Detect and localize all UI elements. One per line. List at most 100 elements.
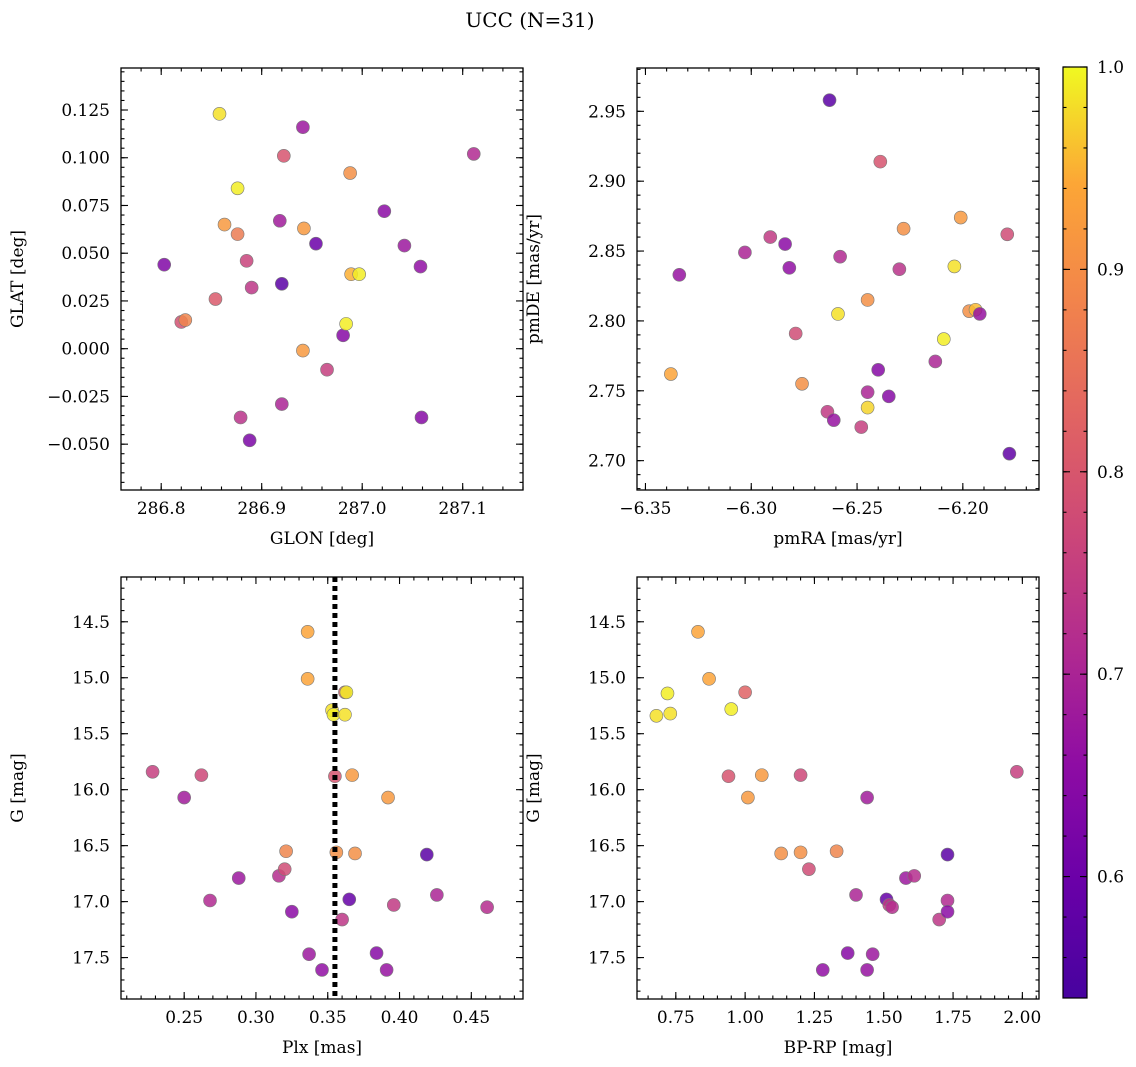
data-point [279, 844, 293, 859]
x-tick-label: 0.75 [657, 1008, 695, 1028]
y-tick-label: 17.5 [72, 949, 110, 969]
data-point [892, 262, 907, 277]
data-point [430, 888, 444, 902]
x-axis-label: BP-RP [mag] [784, 1038, 893, 1058]
y-tick-label: 14.5 [588, 613, 626, 633]
figure-title: UCC (N=31) [465, 8, 594, 32]
x-tick-label: 1.50 [865, 1008, 903, 1028]
data-point [702, 672, 716, 686]
data-point [178, 313, 193, 327]
plot-frame [120, 67, 524, 491]
data-point [480, 900, 494, 915]
data-point [285, 904, 299, 919]
data-point [244, 280, 259, 295]
data-point [721, 769, 736, 784]
x-tick-label: 287.1 [438, 499, 487, 519]
data-point [338, 707, 352, 722]
data-point [296, 343, 310, 358]
data-point [339, 317, 353, 331]
data-point [663, 706, 678, 721]
x-tick-label: 2.00 [1003, 1008, 1041, 1028]
data-point [297, 221, 311, 236]
data-point [233, 410, 248, 425]
data-point [738, 245, 752, 260]
data-point [420, 847, 434, 862]
plot-frame [636, 67, 1040, 491]
data-point [212, 107, 227, 121]
y-tick-label: 17.0 [588, 893, 626, 913]
x-tick-label: 1.25 [796, 1008, 834, 1028]
y-axis-label: G [mag] [8, 753, 28, 822]
y-tick-label: 16.5 [72, 837, 110, 857]
data-point [315, 963, 329, 977]
data-point [217, 217, 232, 232]
data-point [272, 213, 287, 228]
data-point [230, 181, 245, 196]
data-point [414, 410, 429, 425]
data-point [860, 400, 875, 415]
plot-frame [636, 576, 1040, 1000]
y-tick-label: 15.5 [588, 725, 626, 745]
y-tick-label: 0.075 [61, 196, 110, 216]
data-point [194, 768, 209, 782]
data-point [940, 847, 955, 862]
y-tick-label: 15.0 [72, 669, 110, 689]
data-point [230, 227, 245, 241]
data-point [833, 249, 847, 264]
data-point [660, 686, 675, 701]
data-point [932, 912, 946, 927]
panel-plx-g: 0.25 0.30 0.35 0.40 0.45 14.5 15.0 15.5 16.0 16.5… [8, 576, 524, 1058]
data-point [231, 871, 246, 885]
data-point [386, 898, 401, 912]
data-point [381, 790, 395, 805]
x-tick-label: 286.9 [237, 499, 286, 519]
data-point [274, 397, 289, 411]
data-point [302, 947, 316, 962]
data-point [1000, 227, 1015, 242]
data-point [649, 709, 664, 723]
y-axis-label: pmDE [mas/yr] [524, 214, 544, 344]
data-point [928, 354, 943, 369]
data-point [947, 259, 962, 274]
y-tick-label: 16.5 [588, 837, 626, 857]
panel-bprp-g: 0.75 1.00 1.25 1.50 1.75 2.00 14.5 15.0 15.5 16.0… [524, 576, 1041, 1058]
data-point [860, 385, 875, 399]
data-point [309, 236, 323, 251]
data-point [795, 377, 809, 391]
y-tick-label: 17.0 [72, 893, 110, 913]
data-point [885, 900, 899, 915]
y-tick-label: 17.5 [588, 949, 626, 969]
data-point [1002, 446, 1017, 461]
data-point [782, 261, 797, 275]
x-tick-label: 287.0 [338, 499, 387, 519]
colorbar-tick-label: 0.8 [1097, 463, 1124, 483]
colorbar-tick-label: 0.6 [1097, 868, 1124, 888]
x-tick-label: −6.20 [937, 499, 989, 519]
data-point [840, 946, 855, 960]
data-point [369, 946, 384, 960]
data-point [239, 254, 254, 268]
data-point [277, 149, 291, 163]
data-point [691, 625, 705, 639]
data-point [881, 389, 896, 404]
colorbar-gradient [1062, 66, 1088, 999]
data-point [860, 790, 874, 805]
y-tick-label: 2.90 [588, 172, 626, 192]
x-tick-label: 1.75 [934, 1008, 972, 1028]
data-point [277, 862, 292, 876]
data-point [972, 307, 987, 321]
data-point [336, 328, 350, 343]
data-point [664, 367, 678, 381]
data-point [849, 888, 863, 902]
y-axis-label: G [mag] [524, 753, 544, 822]
data-point [300, 672, 315, 686]
data-point [738, 685, 752, 700]
data-point [335, 912, 349, 927]
y-tick-label: 2.85 [588, 242, 626, 262]
data-point [343, 166, 357, 180]
data-point [763, 230, 778, 244]
y-tick-label: 16.0 [588, 781, 626, 801]
y-tick-label: −0.050 [47, 435, 110, 455]
data-point [466, 147, 481, 161]
